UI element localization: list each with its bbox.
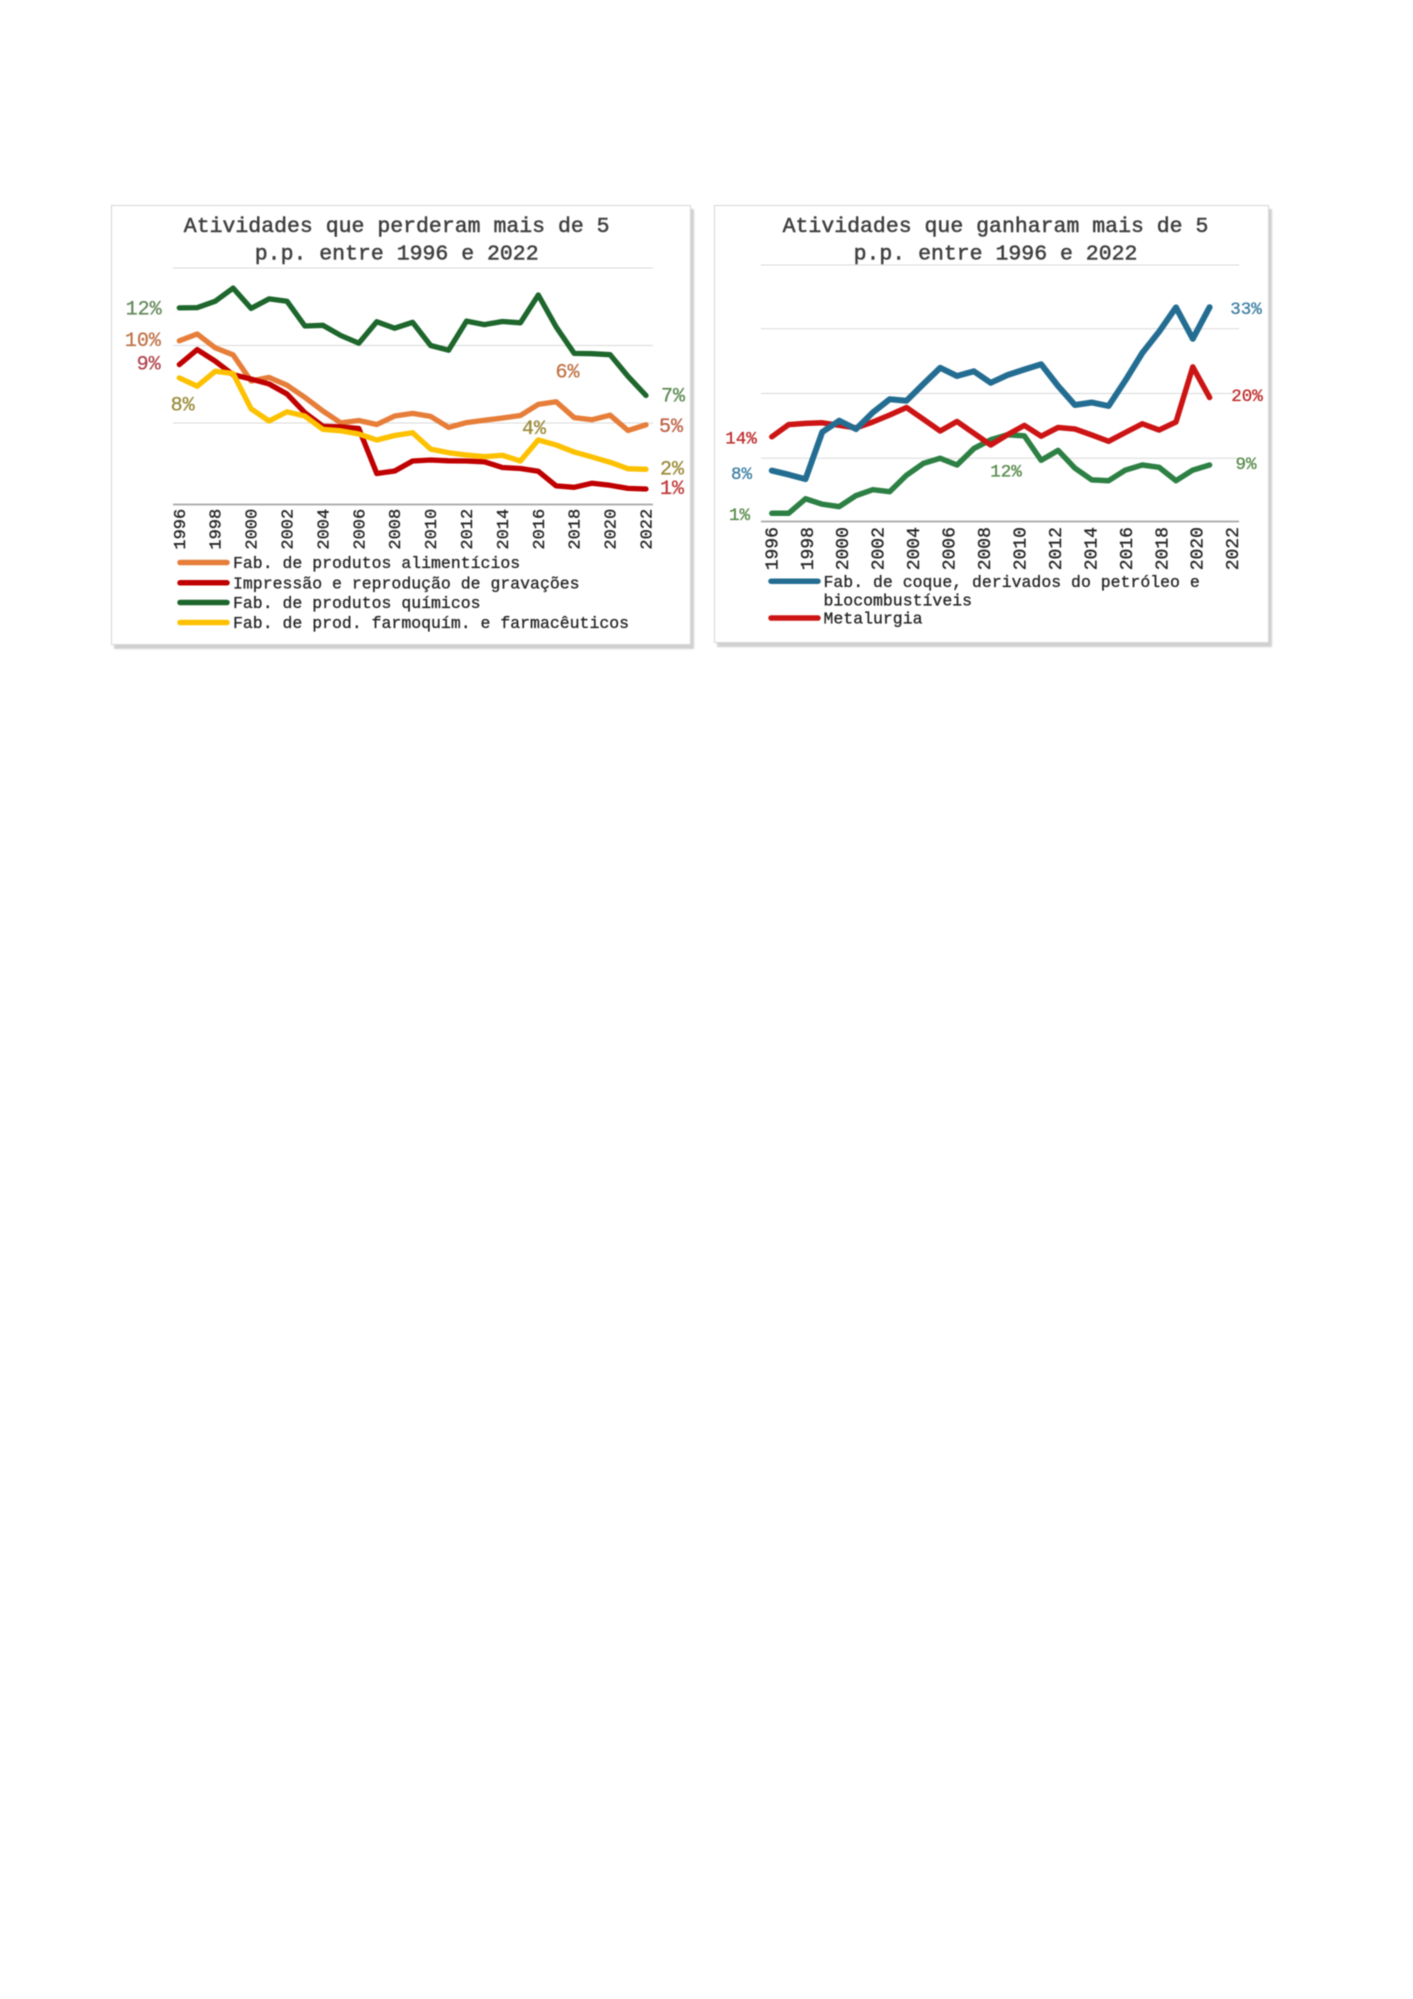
- svg-text:p.p. entre 1996 e 2022: p.p. entre 1996 e 2022: [255, 243, 539, 267]
- svg-text:2002: 2002: [280, 509, 299, 550]
- svg-text:2020: 2020: [1189, 527, 1209, 570]
- svg-text:6%: 6%: [555, 362, 580, 385]
- svg-text:2010: 2010: [1012, 527, 1032, 570]
- svg-text:1996: 1996: [763, 527, 783, 570]
- svg-text:10%: 10%: [125, 330, 162, 353]
- svg-text:2004: 2004: [905, 527, 925, 570]
- svg-text:2000: 2000: [834, 527, 854, 570]
- svg-text:7%: 7%: [661, 386, 686, 409]
- svg-text:1998: 1998: [208, 509, 227, 550]
- svg-text:2%: 2%: [660, 459, 685, 482]
- svg-text:4%: 4%: [522, 418, 547, 441]
- svg-text:Fab. de prod. farmoquím. e far: Fab. de prod. farmoquím. e farmacêuticos: [233, 614, 629, 633]
- svg-text:2014: 2014: [495, 509, 514, 550]
- svg-text:2008: 2008: [387, 509, 406, 550]
- svg-text:1996: 1996: [172, 509, 191, 550]
- svg-text:12%: 12%: [990, 463, 1022, 483]
- svg-text:p.p. entre 1996 e 2022: p.p. entre 1996 e 2022: [854, 243, 1138, 267]
- svg-text:1%: 1%: [729, 506, 751, 526]
- svg-text:Fab. de produtos alimentícios: Fab. de produtos alimentícios: [233, 554, 520, 573]
- svg-text:2018: 2018: [1153, 527, 1173, 570]
- svg-text:Fab. de coque, derivados do pe: Fab. de coque, derivados do petróleo e: [824, 573, 1200, 592]
- svg-text:5%: 5%: [659, 416, 684, 439]
- svg-text:2016: 2016: [1118, 527, 1138, 570]
- svg-text:2014: 2014: [1082, 527, 1102, 570]
- svg-text:2020: 2020: [603, 509, 622, 550]
- svg-text:Atividades que ganharam mais d: Atividades que ganharam mais de 5: [783, 215, 1209, 239]
- svg-text:2008: 2008: [976, 527, 996, 570]
- svg-text:2004: 2004: [315, 509, 334, 550]
- svg-text:2010: 2010: [423, 509, 442, 550]
- svg-text:Metalurgia: Metalurgia: [824, 610, 923, 629]
- svg-text:biocombustíveis: biocombustíveis: [824, 591, 973, 610]
- svg-text:1%: 1%: [660, 478, 685, 501]
- svg-text:9%: 9%: [1235, 455, 1257, 475]
- svg-text:8%: 8%: [731, 465, 753, 485]
- svg-text:2012: 2012: [459, 509, 478, 550]
- svg-text:2006: 2006: [941, 527, 961, 570]
- svg-text:33%: 33%: [1230, 300, 1262, 320]
- svg-text:2012: 2012: [1047, 527, 1067, 570]
- svg-text:2002: 2002: [870, 527, 890, 570]
- svg-text:12%: 12%: [126, 299, 163, 322]
- svg-text:2018: 2018: [567, 509, 586, 550]
- svg-text:2000: 2000: [244, 509, 263, 550]
- svg-text:2006: 2006: [351, 509, 370, 550]
- svg-text:20%: 20%: [1231, 387, 1263, 407]
- svg-text:Fab. de produtos químicos: Fab. de produtos químicos: [233, 594, 481, 613]
- svg-text:9%: 9%: [137, 354, 162, 377]
- svg-text:2022: 2022: [639, 509, 658, 550]
- svg-text:8%: 8%: [171, 395, 196, 418]
- svg-text:Atividades que perderam mais d: Atividades que perderam mais de 5: [184, 215, 610, 239]
- svg-text:2016: 2016: [531, 509, 550, 550]
- svg-text:14%: 14%: [725, 430, 757, 450]
- svg-text:1998: 1998: [799, 527, 819, 570]
- svg-text:2022: 2022: [1224, 527, 1244, 570]
- svg-text:Impressão e reprodução de grav: Impressão e reprodução de gravações: [233, 575, 580, 594]
